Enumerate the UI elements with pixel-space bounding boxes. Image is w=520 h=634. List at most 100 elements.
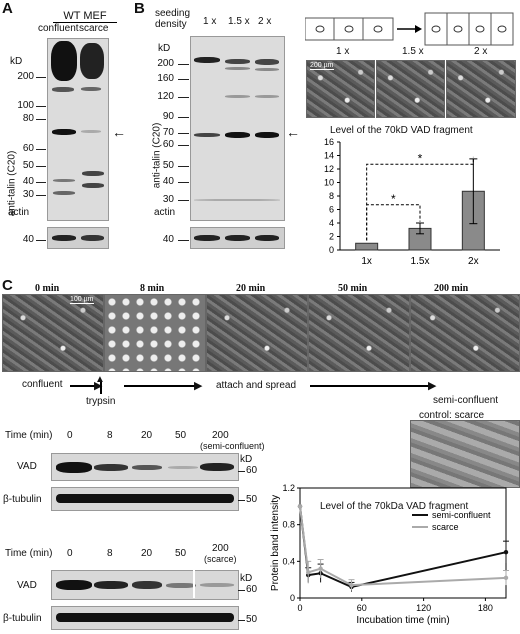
marker-200: 200 xyxy=(157,58,174,69)
micro-label-1-5x: 1.5 x xyxy=(402,46,424,57)
time-20-min: 20 min xyxy=(236,283,266,294)
arrow-right-icon: ▶ xyxy=(194,380,203,392)
band xyxy=(255,132,279,138)
band xyxy=(94,464,128,471)
marker-tick xyxy=(36,77,46,78)
blot1-time-50: 50 xyxy=(175,430,187,441)
band xyxy=(132,581,162,589)
x-tick-label: 60 xyxy=(357,603,367,613)
blot1-time-20: 20 xyxy=(141,430,153,441)
band xyxy=(51,41,77,81)
blot2-time-0: 0 xyxy=(67,548,73,559)
blot1-time-label: Time (min) xyxy=(5,430,53,441)
blot2-time-20: 20 xyxy=(141,548,153,559)
marker-tick xyxy=(36,240,46,241)
blot1-last-note: (semi-confluent) xyxy=(200,441,265,451)
significance-star: * xyxy=(391,192,396,206)
blot1-vad-label: VAD xyxy=(17,461,37,472)
blot1-time-0: 0 xyxy=(67,430,73,441)
band xyxy=(200,583,234,587)
micrograph-8-min xyxy=(104,294,206,372)
blot1-marker-50: 50 xyxy=(246,494,258,505)
y-axis-label: Protein band intensity xyxy=(270,495,281,591)
micro-label-2x: 2 x xyxy=(474,46,488,57)
y-tick-label: 8 xyxy=(329,191,334,201)
blot2-vad-label: VAD xyxy=(17,580,37,591)
panel-label-c: C xyxy=(2,277,13,294)
marker-tick xyxy=(36,195,46,196)
marker-tick xyxy=(36,119,46,120)
data-point xyxy=(503,575,509,581)
blot2-marker-60: 60 xyxy=(246,584,258,595)
band xyxy=(194,199,280,201)
arrow-70kd-icon: ← xyxy=(286,124,300,140)
blot1-marker-60: 60 xyxy=(246,465,258,476)
blot2-time-label: Time (min) xyxy=(5,548,53,559)
marker-tick xyxy=(238,500,245,501)
band xyxy=(56,494,234,503)
band xyxy=(52,129,76,135)
marker-60: 60 xyxy=(162,139,174,150)
kd-label-b: kD xyxy=(158,43,171,54)
micrograph-20-min xyxy=(206,294,308,372)
band xyxy=(81,235,104,241)
plot-frame xyxy=(299,487,507,599)
flow-semi-confluent: semi-confluent xyxy=(433,395,499,406)
blot1-time-8: 8 xyxy=(107,430,113,441)
significance-bracket xyxy=(366,156,474,241)
band xyxy=(225,95,250,98)
marker-tick xyxy=(238,590,245,591)
marker-tick xyxy=(36,166,46,167)
line-chart: 0 0.4 0.8 1.2 0 60 120 180 Incubation time (min)… xyxy=(270,484,509,626)
y-axis-label-b: anti-talin (C20) xyxy=(151,122,163,189)
actin-blot-b xyxy=(190,227,285,249)
y-tick-label: 4 xyxy=(329,218,334,228)
marker-30: 30 xyxy=(162,194,174,205)
y-tick-label: 0.4 xyxy=(282,556,295,566)
blot1-kd: kD xyxy=(240,454,253,465)
flow-attach: attach and spread xyxy=(216,380,297,391)
lane-1x: 1 x xyxy=(203,16,217,27)
talin-blot-b xyxy=(190,36,285,221)
marker-50: 50 xyxy=(22,160,34,171)
actin-label-a: actin xyxy=(8,207,30,218)
marker-70: 70 xyxy=(162,127,174,138)
y-tick-label: 0 xyxy=(290,593,295,603)
marker-120: 120 xyxy=(157,91,174,102)
band xyxy=(82,183,104,188)
marker-tick xyxy=(178,182,189,183)
band xyxy=(194,235,220,241)
data-point xyxy=(503,549,509,555)
time-8-min: 8 min xyxy=(140,283,165,294)
marker-40: 40 xyxy=(162,176,174,187)
blot1-vad xyxy=(51,453,239,481)
marker-40: 40 xyxy=(162,234,174,245)
band xyxy=(94,581,128,589)
x-axis-label: Incubation time (min) xyxy=(356,615,449,626)
blot-divider xyxy=(193,570,195,598)
flow-confluent: confluent xyxy=(22,379,63,390)
band xyxy=(255,95,279,98)
arrow-line xyxy=(310,385,430,387)
band xyxy=(132,465,162,470)
scalebar-c: 100 µm xyxy=(70,296,94,304)
band xyxy=(194,57,220,63)
marker-40: 40 xyxy=(22,234,34,245)
blot2-time-50: 50 xyxy=(175,548,187,559)
arrow-70kd-icon: ← xyxy=(112,124,126,140)
y-tick-label: 1.2 xyxy=(282,484,295,493)
blot2-vad xyxy=(51,570,239,600)
actin-blot-a xyxy=(47,227,109,249)
arrow-line xyxy=(70,385,96,387)
seeding-label: seeding xyxy=(155,8,191,19)
data-point xyxy=(297,504,303,509)
y-tick-label: 14 xyxy=(324,151,334,161)
legend-label: scarce xyxy=(432,522,459,532)
micrograph-200-min xyxy=(410,294,520,372)
lane-2x: 2 x xyxy=(258,16,272,27)
y-tick-label: 2 xyxy=(329,232,334,242)
band xyxy=(56,580,92,590)
arrow-line xyxy=(124,385,196,387)
marker-tick xyxy=(238,620,245,621)
marker-tick xyxy=(238,471,245,472)
